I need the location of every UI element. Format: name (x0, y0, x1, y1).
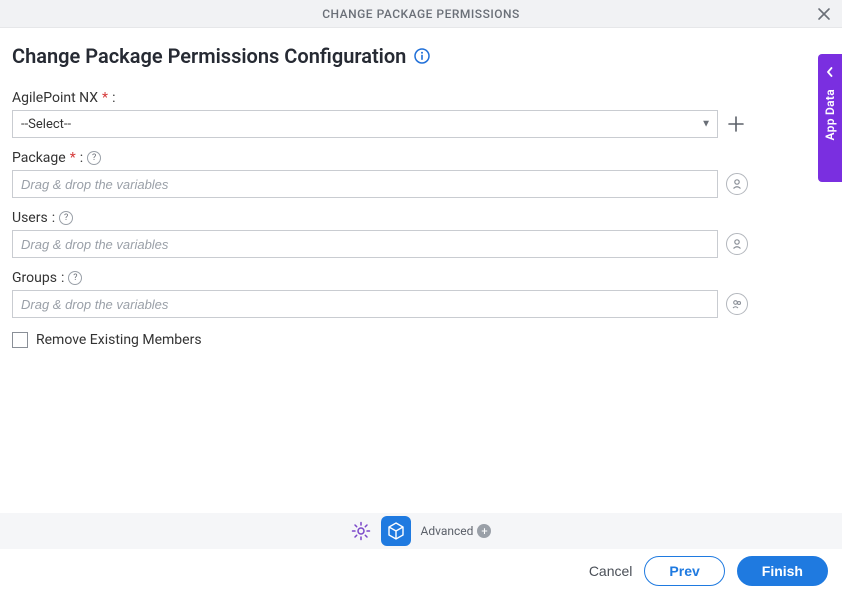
info-icon[interactable] (414, 48, 430, 64)
field-label-groups: Groups: ? (12, 270, 830, 286)
label-text: Groups (12, 270, 57, 286)
prev-button[interactable]: Prev (644, 556, 724, 586)
app-data-panel-toggle[interactable]: App Data (818, 54, 842, 182)
label-colon: : (52, 210, 55, 226)
select-value: --Select-- (21, 117, 71, 132)
cancel-button[interactable]: Cancel (589, 563, 633, 579)
help-icon[interactable]: ? (87, 151, 101, 165)
chevron-left-icon (825, 62, 835, 81)
form-area: AgilePoint NX*: --Select-- ▼ Package*: ? (0, 90, 842, 348)
input-row-groups (12, 290, 830, 318)
bottom-toolbar: Advanced + (0, 513, 842, 549)
package-icon (386, 521, 406, 541)
footer: Cancel Prev Finish (0, 549, 842, 593)
groups-variable-picker[interactable] (726, 293, 748, 315)
users-variable-picker[interactable] (726, 233, 748, 255)
app-data-label: App Data (823, 89, 837, 140)
agilepoint-select[interactable]: --Select-- ▼ (12, 110, 718, 138)
remove-members-label: Remove Existing Members (36, 332, 202, 348)
users-input[interactable] (12, 230, 718, 258)
variable-icon (731, 178, 743, 190)
plus-circle-icon: + (477, 524, 491, 538)
finish-button[interactable]: Finish (737, 556, 828, 586)
advanced-toggle[interactable]: Advanced + (421, 524, 492, 538)
package-variable-picker[interactable] (726, 173, 748, 195)
field-users: Users: ? (12, 210, 830, 258)
field-package: Package*: ? (12, 150, 830, 198)
chevron-down-icon: ▼ (701, 119, 711, 130)
field-label-agilepoint: AgilePoint NX*: (12, 90, 830, 106)
label-colon: : (80, 150, 83, 166)
field-label-users: Users: ? (12, 210, 830, 226)
field-label-package: Package*: ? (12, 150, 830, 166)
remove-members-row: Remove Existing Members (12, 332, 830, 348)
group-icon (731, 298, 743, 310)
label-colon: : (112, 90, 115, 106)
page-title: Change Package Permissions Configuration (12, 44, 406, 68)
field-agilepoint: AgilePoint NX*: --Select-- ▼ (12, 90, 830, 138)
advanced-text: Advanced (421, 524, 474, 538)
titlebar: CHANGE PACKAGE PERMISSIONS (0, 0, 842, 28)
required-marker: * (102, 90, 108, 106)
close-icon (817, 7, 831, 21)
help-icon[interactable]: ? (59, 211, 73, 225)
label-text: Users (12, 210, 48, 226)
input-row-agilepoint: --Select-- ▼ (12, 110, 830, 138)
gear-icon (351, 521, 371, 541)
user-icon (731, 238, 743, 250)
remove-members-checkbox[interactable] (12, 332, 28, 348)
help-icon[interactable]: ? (68, 271, 82, 285)
close-button[interactable] (814, 4, 834, 24)
package-input[interactable] (12, 170, 718, 198)
label-text: AgilePoint NX (12, 90, 98, 106)
titlebar-text: CHANGE PACKAGE PERMISSIONS (322, 7, 520, 21)
label-colon: : (61, 270, 64, 286)
settings-button[interactable] (351, 521, 371, 541)
input-row-package (12, 170, 830, 198)
add-agilepoint-button[interactable] (726, 114, 746, 134)
plus-icon (727, 115, 745, 133)
field-groups: Groups: ? (12, 270, 830, 318)
label-text: Package (12, 150, 66, 166)
input-row-users (12, 230, 830, 258)
package-chip-button[interactable] (381, 516, 411, 546)
page-header: Change Package Permissions Configuration (0, 28, 842, 78)
required-marker: * (70, 150, 76, 166)
groups-input[interactable] (12, 290, 718, 318)
